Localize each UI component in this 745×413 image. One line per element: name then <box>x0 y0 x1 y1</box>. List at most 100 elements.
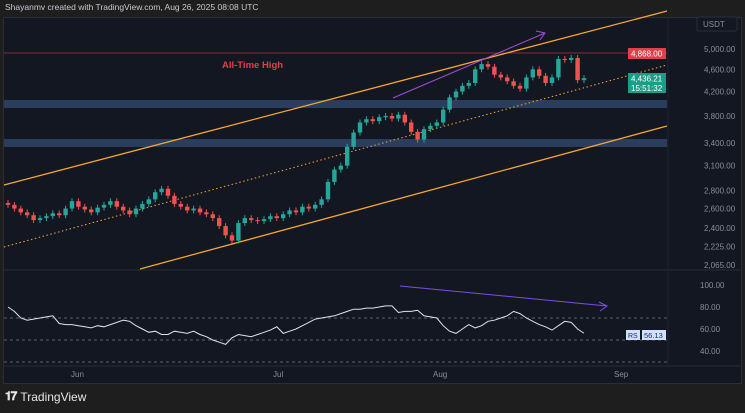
candle <box>281 211 286 222</box>
candle-body <box>25 212 30 216</box>
candle-body <box>242 218 247 224</box>
candle <box>217 215 222 230</box>
candle-body <box>159 188 164 193</box>
candle-body <box>364 119 369 123</box>
candle <box>434 119 439 129</box>
currency-box[interactable] <box>696 16 738 32</box>
chart-caption: Shayanmv created with TradingView.com, A… <box>5 2 259 12</box>
candle-body <box>82 206 87 210</box>
candle <box>255 217 260 225</box>
candle-body <box>377 117 382 122</box>
candle-body <box>140 203 145 209</box>
chart-frame[interactable] <box>3 17 742 384</box>
candle-body <box>569 57 574 60</box>
ath-annotation: All-Time High <box>222 60 283 71</box>
candle-body <box>415 131 420 140</box>
candle <box>210 211 215 222</box>
candle-body <box>537 69 542 76</box>
resistance-zone <box>4 100 667 108</box>
candle-body <box>153 192 158 200</box>
candle <box>121 203 126 214</box>
candle <box>293 207 299 216</box>
candle <box>127 207 132 218</box>
candle <box>172 192 177 207</box>
candle <box>549 74 555 86</box>
candle-body <box>498 74 503 78</box>
candle <box>82 203 87 213</box>
price-tick-label: 4,600.00 <box>704 65 736 74</box>
last-price-label: 4,436.21 <box>631 75 663 84</box>
rsi-divergence-arrow[interactable] <box>399 285 608 312</box>
candle-body <box>12 204 17 209</box>
price-divergence-arrow[interactable] <box>392 30 546 99</box>
candle <box>473 66 478 86</box>
candle <box>268 213 273 223</box>
candle-body <box>76 201 81 207</box>
tradingview-brand[interactable]: 𝟏𝟕 TradingView <box>5 389 86 404</box>
price-tick-label: 2,600.00 <box>704 205 736 214</box>
candle-body <box>383 115 388 118</box>
candle-body <box>121 206 126 211</box>
candle-body <box>421 129 427 140</box>
candle-body <box>300 206 305 213</box>
channel-mid-line[interactable] <box>3 64 668 248</box>
candle-body <box>172 195 177 204</box>
brand-name: TradingView <box>20 389 87 404</box>
candle-body <box>287 210 292 215</box>
candle <box>543 72 548 86</box>
candle-body <box>428 125 433 130</box>
rsi-tick-label: 60.00 <box>700 325 721 334</box>
candle <box>63 205 68 219</box>
candle <box>101 201 107 211</box>
candle <box>319 196 324 208</box>
candle <box>236 220 241 244</box>
time-label-aug: Aug <box>433 370 447 379</box>
candle-body <box>434 122 439 126</box>
candle-body <box>18 208 23 213</box>
candle-body <box>473 69 478 83</box>
candle-body <box>479 64 484 70</box>
candle <box>351 129 356 150</box>
candle <box>31 212 36 224</box>
candle-body <box>485 64 491 67</box>
candle-body <box>492 66 497 75</box>
candle-body <box>217 218 222 227</box>
currency-label: USDT <box>703 20 725 29</box>
candle-body <box>57 213 62 216</box>
candle-body <box>357 122 363 133</box>
candle-body <box>351 132 356 147</box>
candle <box>229 232 235 244</box>
candle <box>313 201 318 212</box>
rsi-badge: RS <box>628 333 638 340</box>
candle <box>89 206 94 216</box>
candle <box>261 216 267 225</box>
candle <box>409 119 414 135</box>
candle <box>447 94 452 113</box>
candle <box>165 185 171 199</box>
candle <box>364 116 369 126</box>
candle-body <box>261 219 267 222</box>
candle <box>370 116 375 125</box>
candle <box>485 61 491 70</box>
candle-body <box>229 235 235 241</box>
candle <box>345 143 350 169</box>
candle <box>178 200 183 210</box>
candle-body <box>223 226 228 236</box>
time-label-jul: Jul <box>273 370 283 379</box>
candle-body <box>338 165 343 170</box>
candle <box>332 166 337 185</box>
channel-lower-line[interactable] <box>139 125 668 270</box>
channel-upper-line[interactable] <box>3 10 668 186</box>
candle <box>274 213 279 222</box>
candle <box>197 205 203 216</box>
candle-body <box>101 204 107 208</box>
candle-body <box>306 206 311 209</box>
candle <box>537 66 542 79</box>
rsi-line <box>7 305 585 345</box>
candle-body <box>31 215 36 221</box>
candle-body <box>210 214 215 219</box>
candle <box>389 113 395 122</box>
candle <box>562 56 567 63</box>
candle <box>159 185 164 196</box>
